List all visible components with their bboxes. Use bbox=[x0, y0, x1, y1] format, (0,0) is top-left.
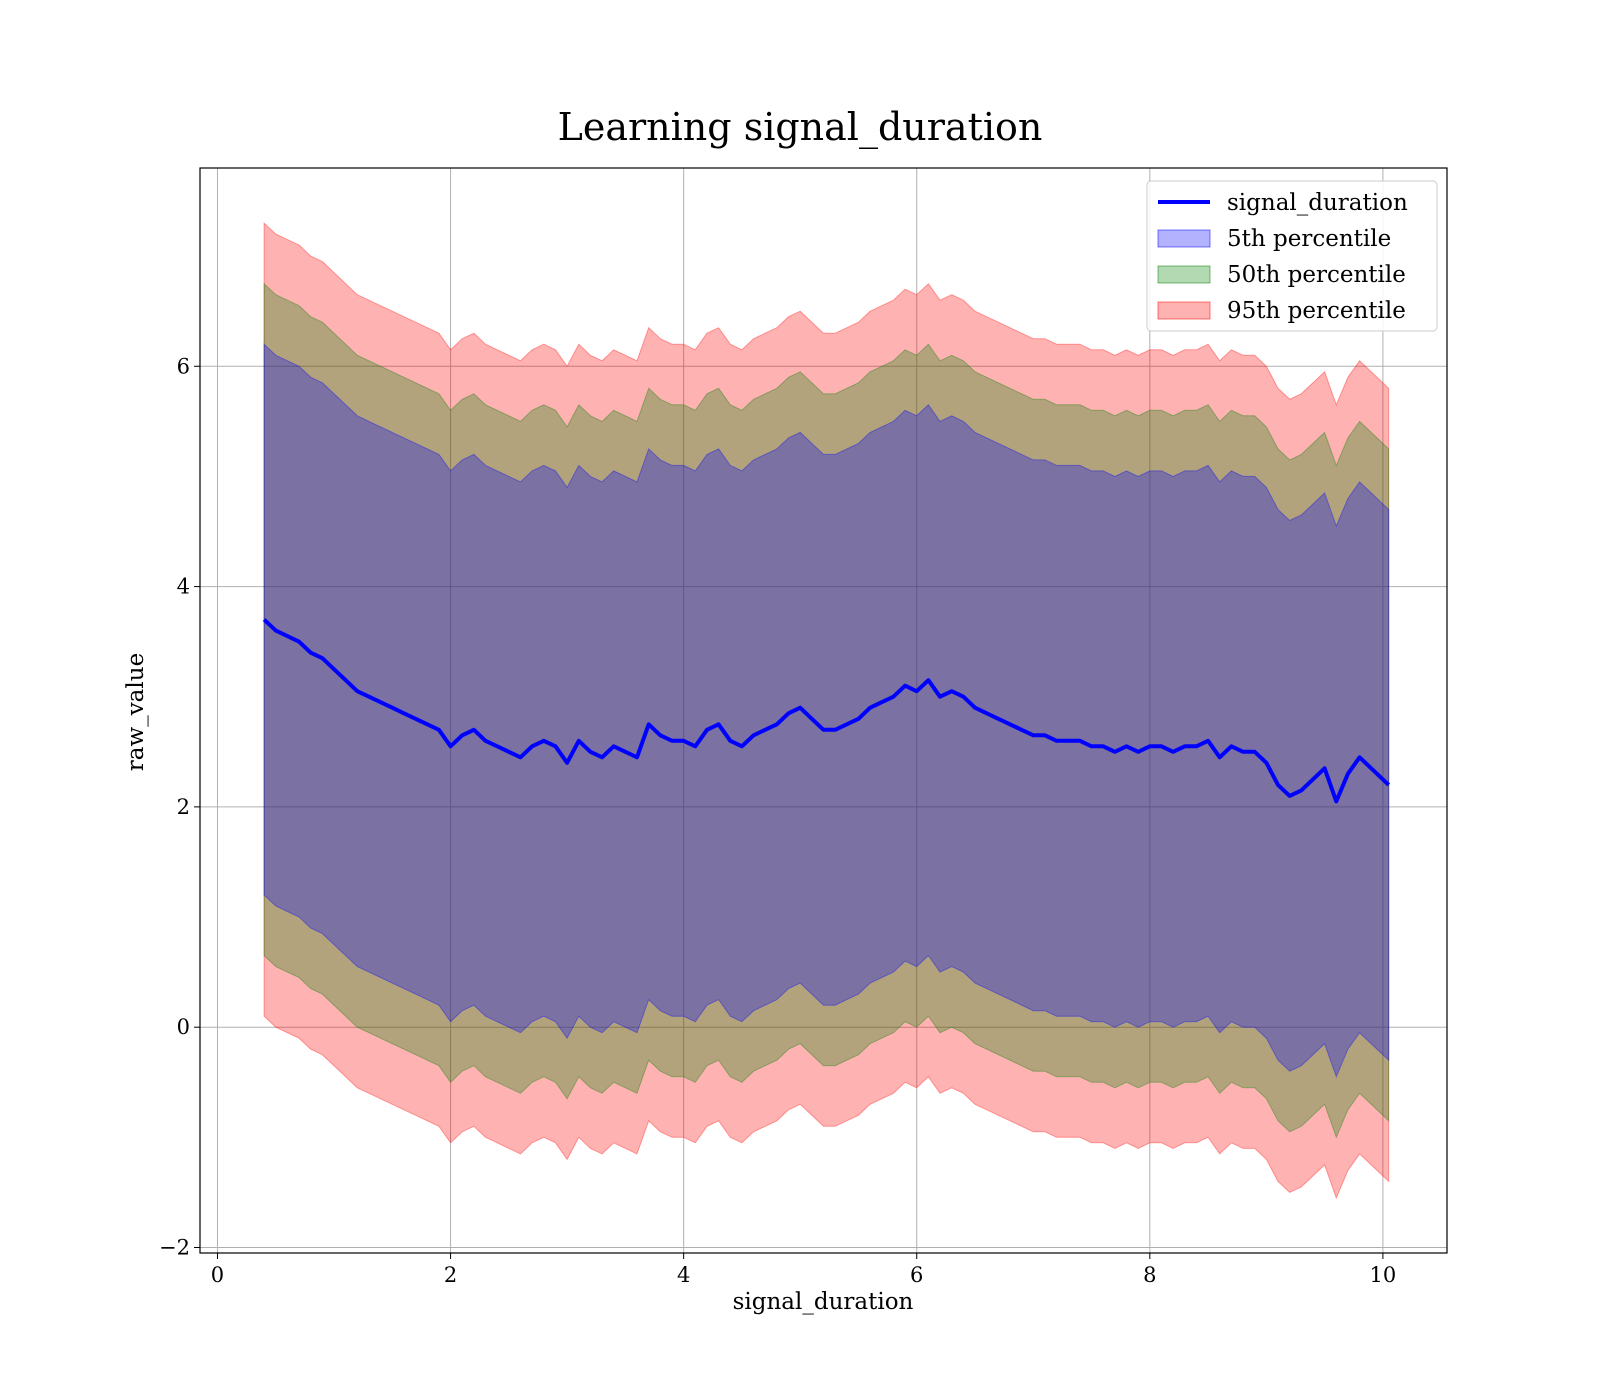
legend-label-1: 5th percentile bbox=[1227, 226, 1391, 252]
y-axis-ticks: −2 0 2 4 6 bbox=[159, 354, 200, 1259]
band-1 bbox=[263, 282, 1390, 1139]
x-axis-ticks: 0 2 4 6 8 10 bbox=[211, 1253, 1396, 1287]
legend-box bbox=[1146, 180, 1438, 332]
y-tick-label-2: 2 bbox=[177, 795, 190, 819]
series-line bbox=[262, 618, 1391, 804]
chart-title: Learning signal_duration bbox=[558, 105, 1043, 150]
plot-frame bbox=[199, 167, 1448, 1254]
x-tick-label-5: 10 bbox=[1370, 1263, 1397, 1287]
legend: signal_duration 5th percentile 50th percen… bbox=[1146, 180, 1438, 332]
legend-label-0: signal_duration bbox=[1227, 190, 1408, 216]
percentile-bands bbox=[263, 221, 1390, 1200]
y-tick-label-1: 0 bbox=[177, 1015, 190, 1039]
y-axis-label: raw_value bbox=[123, 653, 149, 771]
legend-swatch-1 bbox=[1157, 229, 1211, 248]
x-tick-label-1: 2 bbox=[444, 1263, 457, 1287]
y-tick-label-3: 4 bbox=[177, 575, 190, 599]
x-tick-label-0: 0 bbox=[211, 1263, 224, 1287]
y-tick-label-4: 6 bbox=[177, 354, 190, 378]
x-tick-label-4: 8 bbox=[1143, 1263, 1156, 1287]
x-tick-label-2: 4 bbox=[677, 1263, 690, 1287]
x-axis-label: signal_duration bbox=[733, 1289, 914, 1315]
x-tick-label-3: 6 bbox=[910, 1263, 923, 1287]
band-2 bbox=[263, 221, 1390, 1200]
grid bbox=[200, 168, 1447, 1253]
y-tick-label-0: −2 bbox=[159, 1235, 190, 1259]
legend-label-3: 95th percentile bbox=[1227, 298, 1406, 324]
band-0 bbox=[263, 343, 1390, 1079]
legend-label-2: 50th percentile bbox=[1227, 262, 1406, 288]
legend-swatch-3 bbox=[1157, 301, 1211, 320]
legend-swatch-2 bbox=[1157, 265, 1211, 284]
